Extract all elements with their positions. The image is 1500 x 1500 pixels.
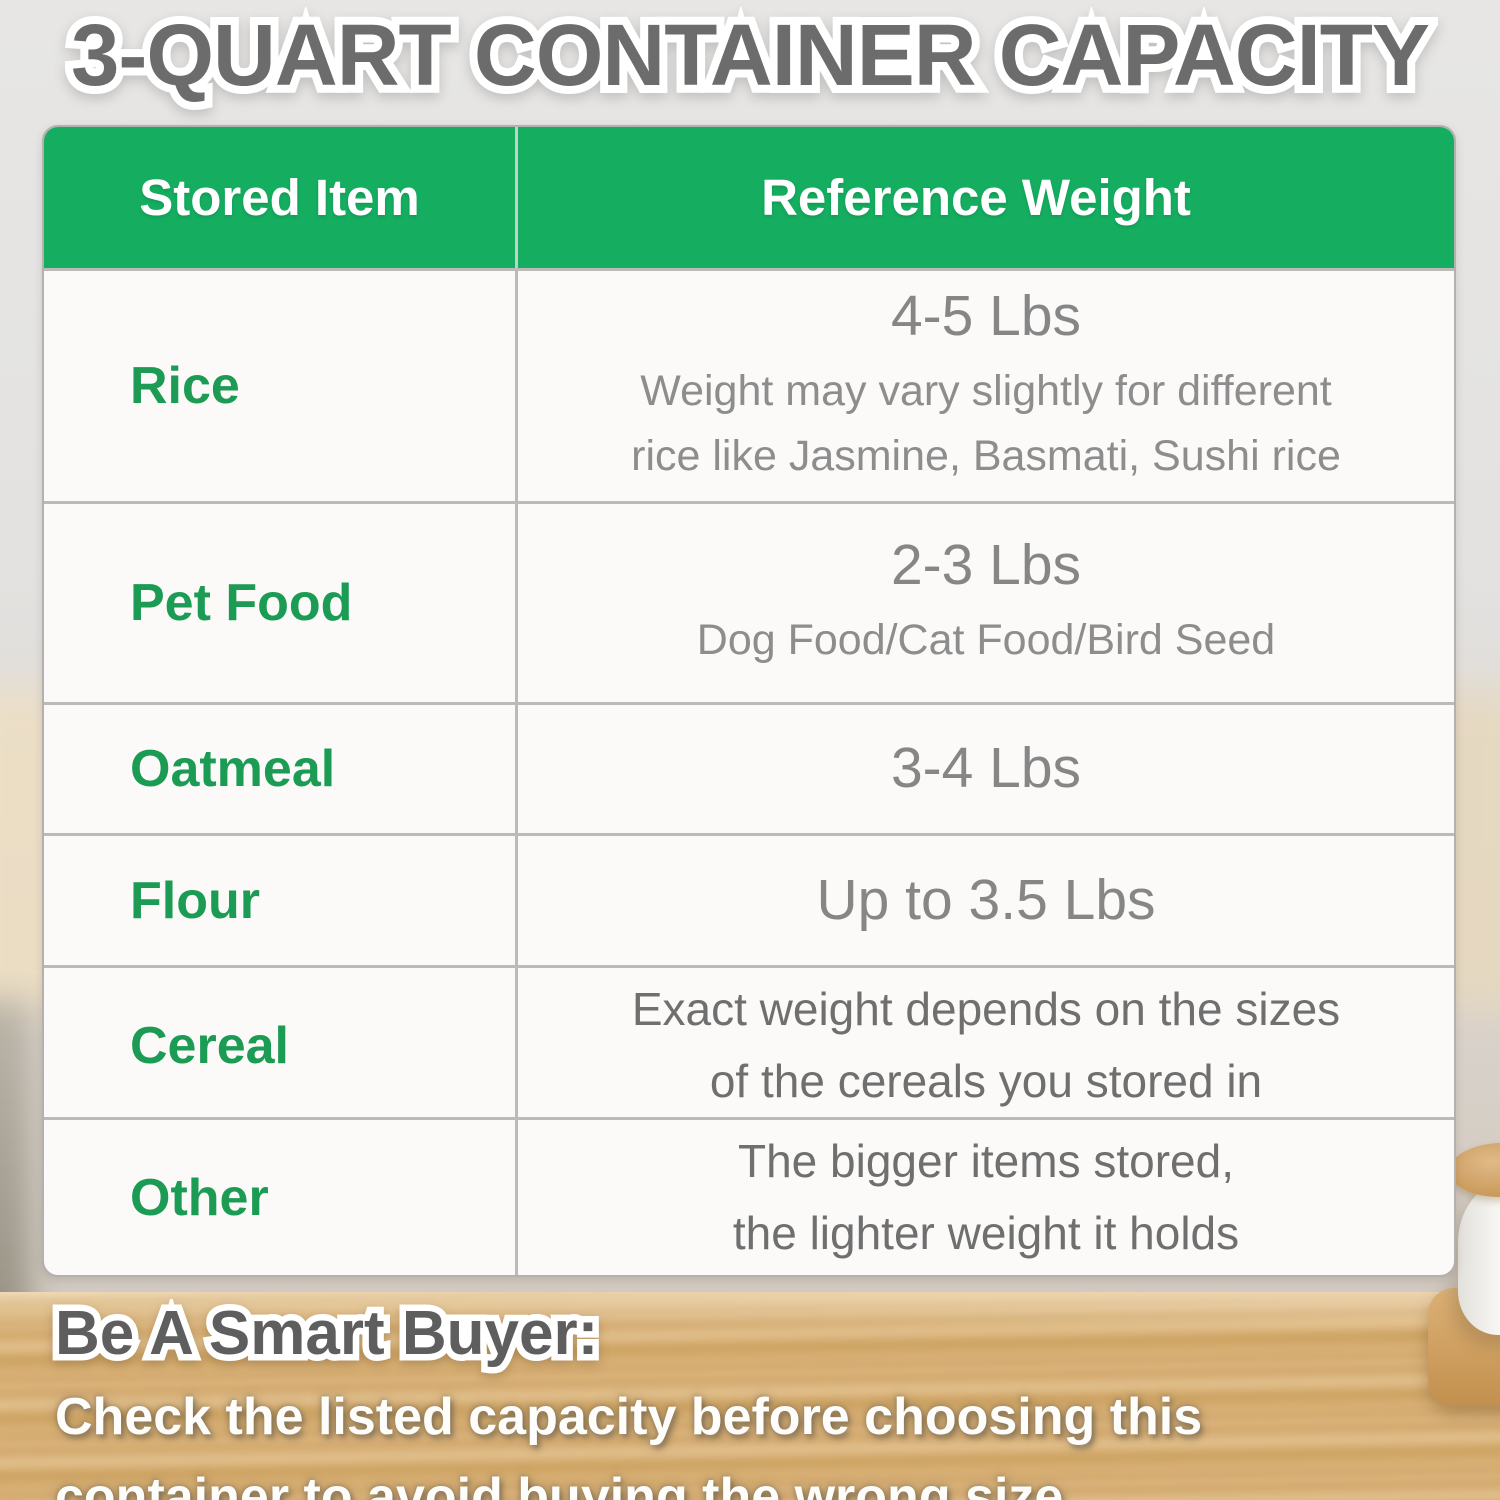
footer-heading-text: Be A Smart Buyer: bbox=[55, 1299, 599, 1368]
table-row-cereal: Cereal Exact weight depends on the sizes… bbox=[44, 968, 1454, 1123]
other-note-line-2: the lighter weight it holds bbox=[732, 1206, 1240, 1259]
table-row-pet-food: Pet Food 2-3 Lbs Dog Food/Cat Food/Bird … bbox=[44, 503, 1454, 706]
wooden-countertop bbox=[0, 1292, 1500, 1500]
footer-note: Check the listed capacity before choosin… bbox=[55, 1377, 1455, 1500]
table-row-oatmeal: Oatmeal 3-4 Lbs bbox=[44, 705, 1454, 837]
other-item-cell: Other bbox=[44, 1120, 518, 1275]
header-stored-item-label: Stored Item bbox=[139, 169, 420, 226]
other-label: Other bbox=[130, 1168, 269, 1227]
footer-note-line-1: Check the listed capacity before choosin… bbox=[55, 1388, 1203, 1446]
page-title: 3-QUART CONTAINER CAPACITY 3-QUART CONTA… bbox=[0, 0, 1500, 112]
table-row-flour: Flour Up to 3.5 Lbs bbox=[44, 836, 1454, 969]
capacity-table: Stored Item Reference Weight Rice 4-5 Lb… bbox=[42, 125, 1456, 1277]
ceramic-jar bbox=[1458, 1183, 1500, 1335]
footer-note-line-2: container to avoid buying the wrong size… bbox=[55, 1468, 1078, 1500]
page-title-outline: 3-QUART CONTAINER CAPACITY bbox=[63, 0, 1438, 112]
pet-food-label: Pet Food bbox=[130, 573, 353, 632]
other-weight-cell: The bigger items stored, the lighter wei… bbox=[518, 1120, 1454, 1275]
oatmeal-weight-value: 3-4 Lbs bbox=[890, 736, 1082, 801]
header-reference-weight: Reference Weight bbox=[518, 127, 1454, 269]
cereal-weight-cell: Exact weight depends on the sizes of the… bbox=[518, 968, 1454, 1123]
table-header-row: Stored Item Reference Weight bbox=[44, 127, 1454, 272]
pet-food-note-line-1: Dog Food/Cat Food/Bird Seed bbox=[696, 616, 1276, 665]
table-row-other: Other The bigger items stored, the light… bbox=[44, 1120, 1454, 1275]
footer-heading: Be A Smart Buyer: Be A Smart Buyer: bbox=[48, 1293, 1455, 1375]
rice-label: Rice bbox=[130, 356, 240, 415]
cereal-note-line-1: Exact weight depends on the sizes bbox=[631, 983, 1341, 1036]
oatmeal-weight-cell: 3-4 Lbs bbox=[518, 705, 1454, 833]
flour-weight-value: Up to 3.5 Lbs bbox=[816, 868, 1156, 933]
cereal-item-cell: Cereal bbox=[44, 968, 518, 1123]
header-reference-weight-label: Reference Weight bbox=[761, 169, 1191, 226]
oatmeal-item-cell: Oatmeal bbox=[44, 705, 518, 834]
rice-weight-value: 4-5 Lbs bbox=[890, 283, 1082, 348]
cereal-note-line-2: of the cereals you stored in bbox=[709, 1054, 1263, 1107]
footer-heading-outline: Be A Smart Buyer: bbox=[48, 1293, 604, 1375]
flour-label: Flour bbox=[130, 871, 260, 930]
footer: Be A Smart Buyer: Be A Smart Buyer: Chec… bbox=[48, 1293, 1455, 1500]
pet-food-weight-value: 2-3 Lbs bbox=[890, 532, 1082, 597]
cereal-label: Cereal bbox=[130, 1016, 289, 1075]
pet-food-weight-cell: 2-3 Lbs Dog Food/Cat Food/Bird Seed bbox=[518, 504, 1454, 702]
flour-item-cell: Flour bbox=[44, 836, 518, 966]
other-note-line-1: The bigger items stored, bbox=[737, 1135, 1234, 1188]
rice-note-line-1: Weight may vary slightly for different bbox=[640, 367, 1332, 416]
oatmeal-label: Oatmeal bbox=[130, 740, 336, 799]
flour-weight-cell: Up to 3.5 Lbs bbox=[518, 836, 1454, 965]
rice-weight-cell: 4-5 Lbs Weight may vary slightly for dif… bbox=[518, 271, 1454, 501]
page-title-text: 3-QUART CONTAINER CAPACITY bbox=[71, 7, 1430, 104]
wood-grain-texture bbox=[0, 1292, 1500, 1500]
header-stored-item: Stored Item bbox=[44, 127, 518, 269]
pet-food-item-cell: Pet Food bbox=[44, 503, 518, 703]
table-row-rice: Rice 4-5 Lbs Weight may vary slightly fo… bbox=[44, 271, 1454, 504]
rice-item-cell: Rice bbox=[44, 271, 518, 501]
rice-note-line-2: rice like Jasmine, Basmati, Sushi rice bbox=[631, 431, 1341, 480]
